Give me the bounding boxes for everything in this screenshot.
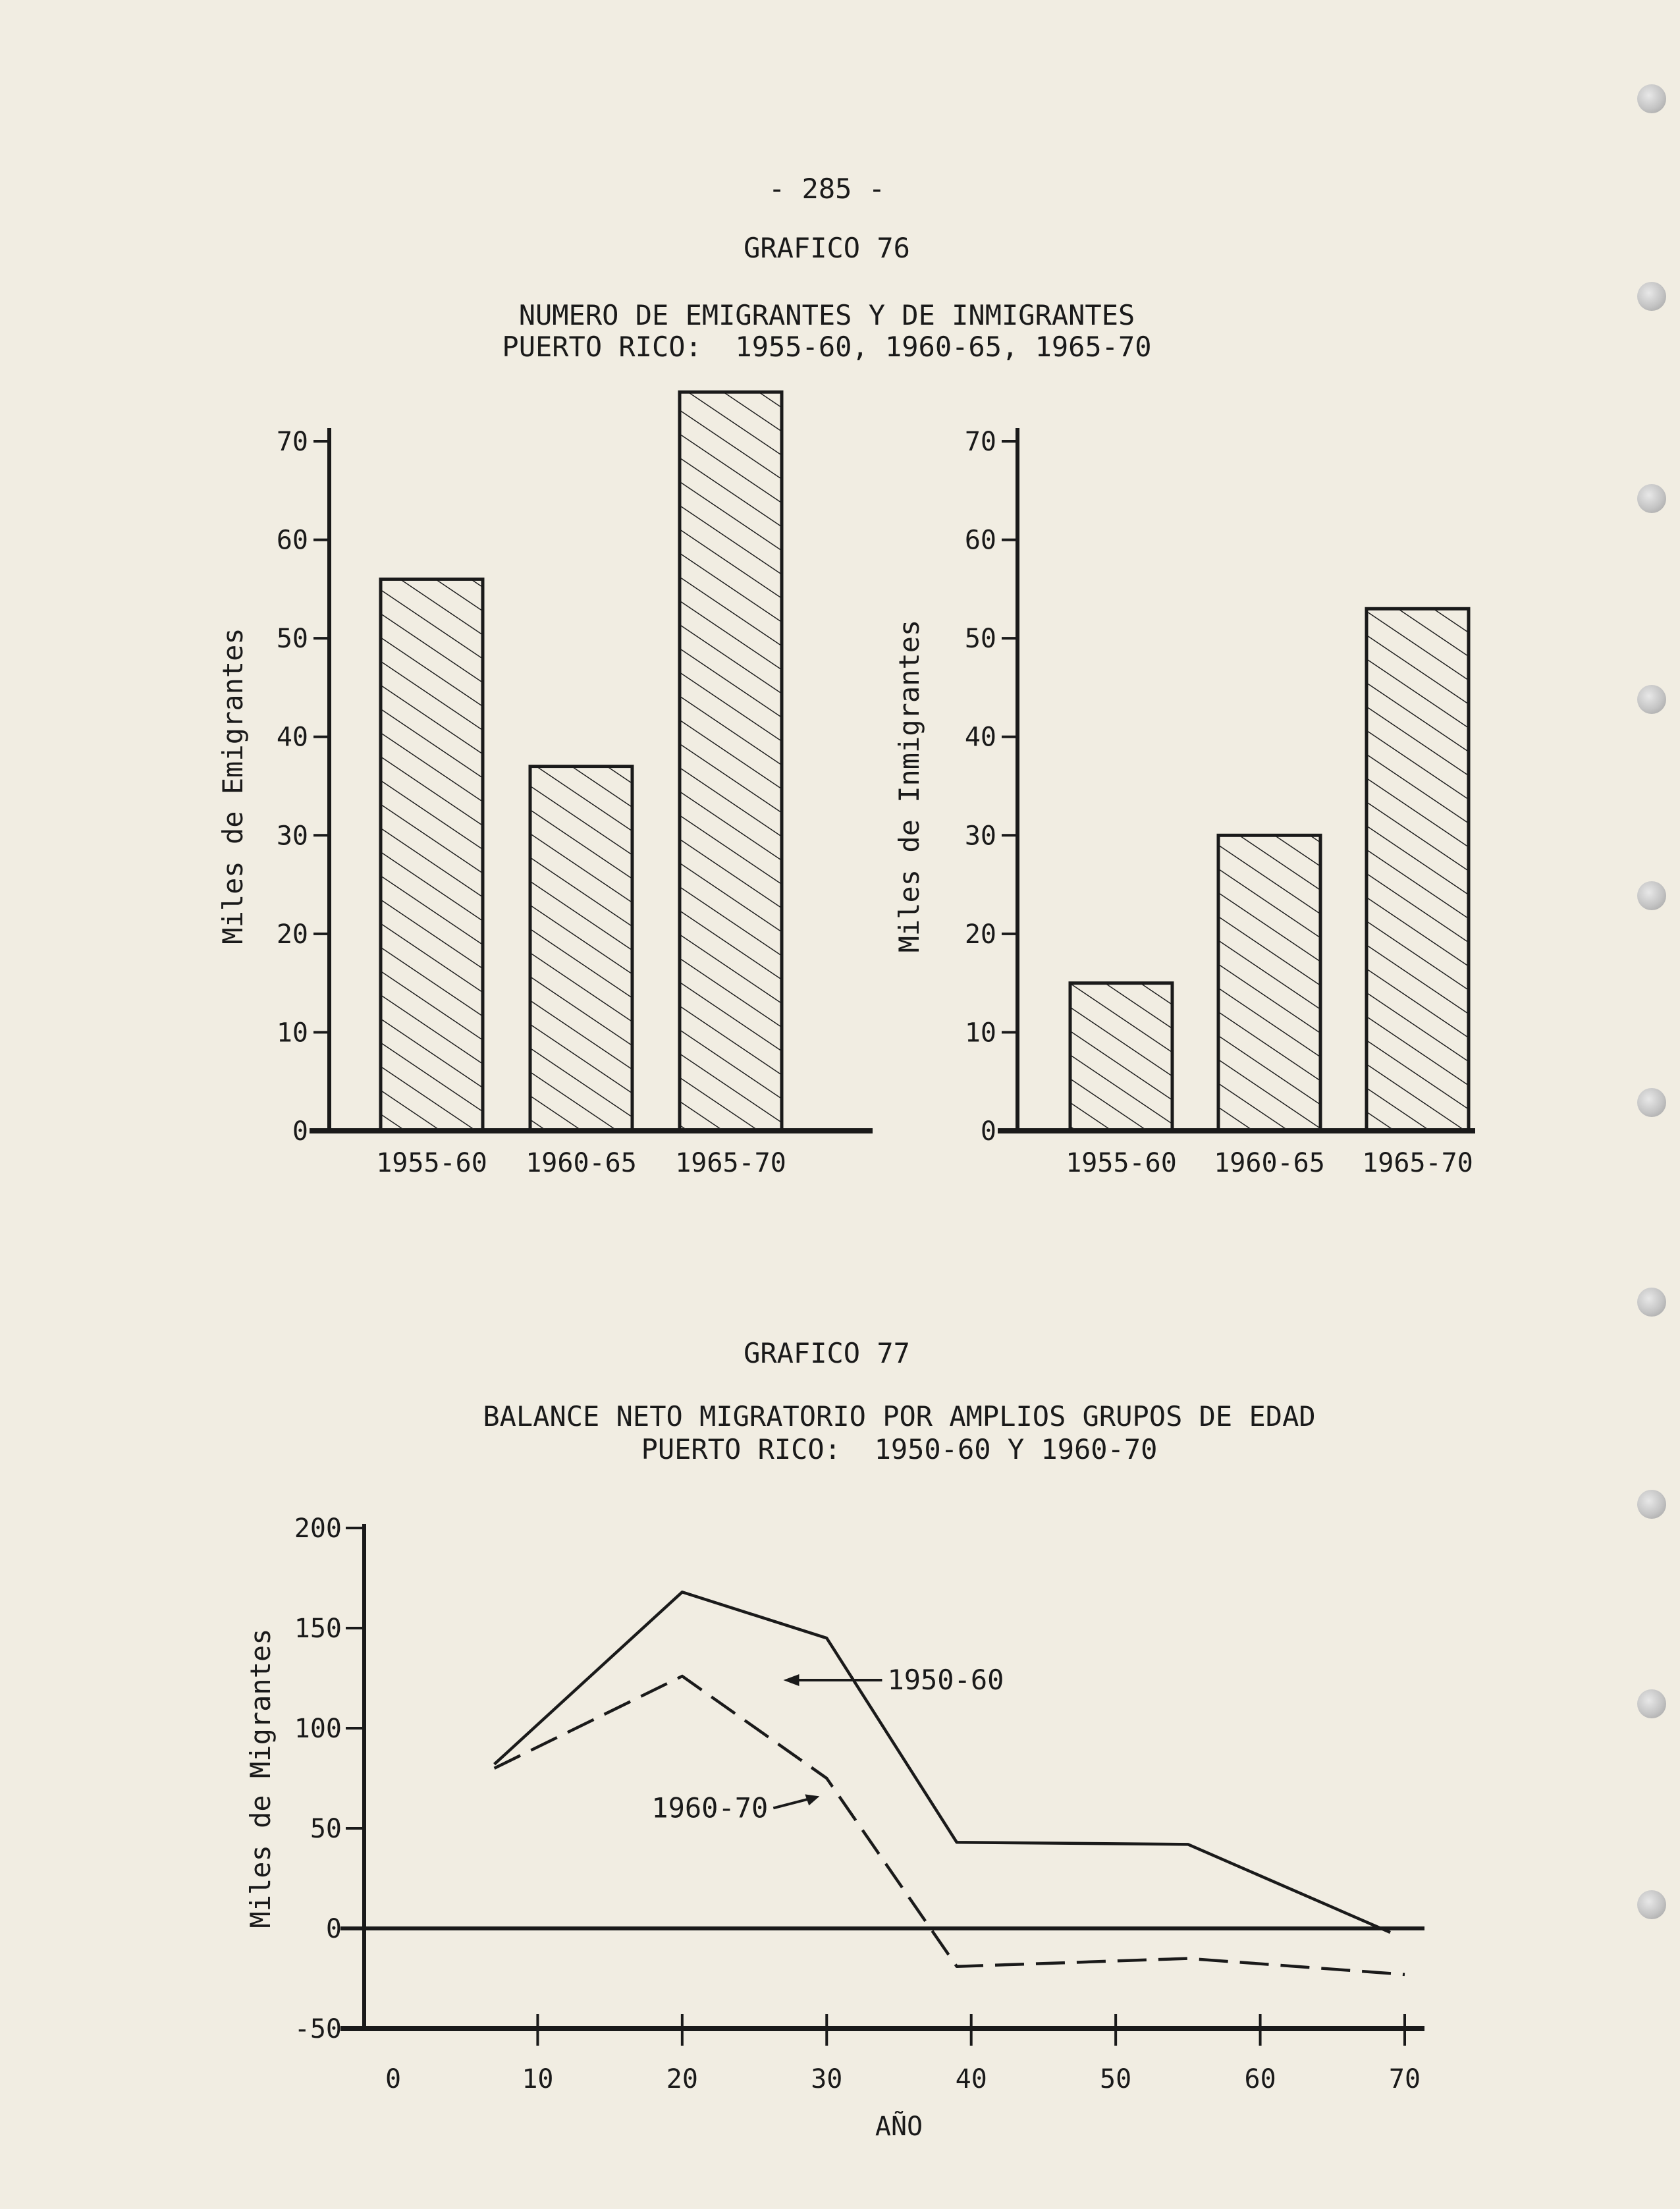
inmigrantes-y-tick-label: 20 <box>965 919 996 950</box>
emigrantes-y-tick-label: 40 <box>277 723 308 753</box>
emigrantes-bar <box>379 577 485 1133</box>
binder-hole <box>1637 685 1666 714</box>
balance-x-tick-label: 70 <box>1389 2064 1421 2094</box>
balance-y-axis-label: Miles de Migrantes <box>244 1628 277 1928</box>
series-label-arrowhead <box>783 1674 799 1687</box>
chart-77-subtitle: PUERTO RICO: 1950-60 Y 1960-70 <box>641 1433 1158 1465</box>
chart-77-title: BALANCE NETO MIGRATORIO POR AMPLIOS GRUP… <box>483 1400 1316 1432</box>
page-number: - 285 - <box>768 173 885 205</box>
inmigrantes-bar <box>1068 981 1174 1133</box>
emigrantes-y-tick-label: 10 <box>277 1018 308 1048</box>
balance-x-tick-label: 20 <box>666 2064 698 2094</box>
balance-y-tick-label: 100 <box>294 1714 342 1744</box>
balance-x-tick-label: 0 <box>385 2064 401 2094</box>
balance-x-tick-label: 10 <box>522 2064 553 2094</box>
inmigrantes-y-tick-label: 50 <box>965 624 996 654</box>
binder-hole <box>1637 84 1666 113</box>
inmigrantes-y-tick-label: 30 <box>965 821 996 851</box>
inmigrantes-bar <box>1216 833 1322 1133</box>
emigrantes-y-tick-label: 0 <box>292 1116 308 1147</box>
balance-x-tick-label: 30 <box>811 2064 842 2094</box>
binder-hole <box>1637 881 1666 910</box>
inmigrantes-bar-chart: 10 20 30 40 50 60 70 0 1955-60 1960-65 1965-70 Mile… <box>893 427 1475 1178</box>
emigrantes-y-axis-label: Miles de Emigrantes <box>217 628 249 944</box>
emigrantes-y-tick-label: 70 <box>277 427 308 457</box>
series-label-1950-60: 1950-60 <box>887 1664 1004 1696</box>
emigrantes-bar-chart: 0 10 20 30 40 50 60 70 1955-60 1960-65 1965-70 Mile… <box>217 390 873 1178</box>
balance-x-tick-label: 40 <box>956 2064 987 2094</box>
inmigrantes-category-label: 1955-60 <box>1066 1148 1177 1178</box>
emigrantes-y-tick-label: 20 <box>277 919 308 950</box>
binder-hole <box>1637 484 1666 513</box>
balance-y-tick-label: 200 <box>294 1514 342 1544</box>
chart-76-subtitle: PUERTO RICO: 1955-60, 1960-65, 1965-70 <box>502 331 1152 363</box>
balance-x-tick-label: 60 <box>1244 2064 1276 2094</box>
binder-hole <box>1637 1088 1666 1117</box>
inmigrantes-y-tick-label: 0 <box>981 1116 996 1147</box>
balance-x-tick-label: 50 <box>1100 2064 1131 2094</box>
balance-x-axis-label: AÑO <box>875 2110 923 2142</box>
series-line-1950-60 <box>493 1591 1391 1934</box>
inmigrantes-bar <box>1365 607 1471 1133</box>
binder-hole <box>1637 1490 1666 1519</box>
balance-y-tick-label: 150 <box>294 1614 342 1644</box>
emigrantes-bar <box>528 765 634 1133</box>
balance-y-tick-label: 0 <box>326 1914 342 1944</box>
inmigrantes-y-tick-label: 60 <box>965 526 996 556</box>
emigrantes-category-label: 1955-60 <box>376 1148 487 1178</box>
binder-hole <box>1637 1689 1666 1718</box>
binder-hole <box>1637 282 1666 311</box>
series-line-1960-70 <box>493 1674 1405 1977</box>
series-label-arrowhead <box>805 1794 820 1806</box>
emigrantes-y-tick-label: 50 <box>277 624 308 654</box>
inmigrantes-y-tick-label: 40 <box>965 723 996 753</box>
inmigrantes-y-tick-label: 70 <box>965 427 996 457</box>
emigrantes-y-tick-label: 60 <box>277 526 308 556</box>
inmigrantes-y-tick-label: 10 <box>965 1018 996 1048</box>
inmigrantes-category-label: 1965-70 <box>1362 1148 1473 1178</box>
emigrantes-category-label: 1965-70 <box>675 1148 786 1178</box>
inmigrantes-category-label: 1960-65 <box>1214 1148 1325 1178</box>
figure-label-76: GRAFICO 76 <box>744 232 910 264</box>
balance-y-tick-label: -50 <box>294 2014 342 2044</box>
balance-line-chart: -50 0 50 100 150 200 0 10 20 30 40 50 60 70 AÑO Miles d… <box>244 1514 1424 2142</box>
emigrantes-y-tick-label: 30 <box>277 821 308 851</box>
chart-76-title: NUMERO DE EMIGRANTES Y DE INMIGRANTES <box>518 299 1135 331</box>
binder-hole <box>1637 1890 1666 1919</box>
binder-hole <box>1637 1288 1666 1317</box>
series-label-1960-70: 1960-70 <box>651 1791 768 1824</box>
balance-y-tick-label: 50 <box>310 1814 342 1844</box>
emigrantes-category-label: 1960-65 <box>526 1148 637 1178</box>
inmigrantes-y-axis-label: Miles de Inmigrantes <box>893 620 925 953</box>
emigrantes-bar <box>678 390 784 1133</box>
figure-label-77: GRAFICO 77 <box>744 1337 910 1369</box>
